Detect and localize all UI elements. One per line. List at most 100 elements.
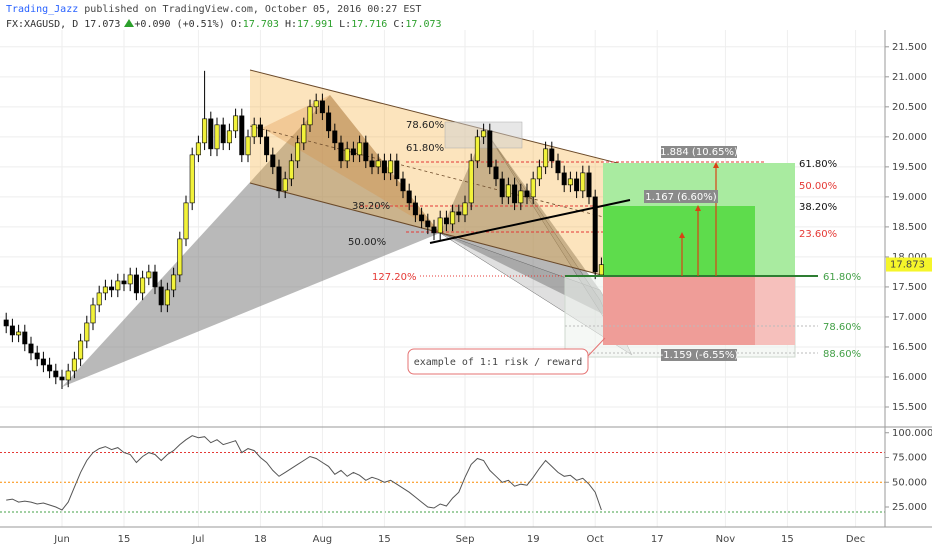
candle-body <box>288 160 294 180</box>
overlay <box>0 19 932 528</box>
candle-body <box>53 370 59 378</box>
candle-body <box>549 148 555 162</box>
candle-body <box>233 115 239 132</box>
candle-body <box>586 172 592 198</box>
header-line: FX:XAGUSD, D 17.073 +0.090 (+0.51%) O:17.… <box>6 19 442 30</box>
candle-body <box>40 358 46 366</box>
candles <box>3 70 604 511</box>
annotation: 78.60% <box>823 322 861 333</box>
candle-body <box>313 100 319 108</box>
candle-body <box>493 166 499 180</box>
annotation: 127.20% <box>372 272 417 283</box>
ohlc-value: 17.703 <box>243 19 279 30</box>
x-tick-label: 19 <box>527 534 540 545</box>
annotation: 1.167 (6.60%) <box>645 192 716 203</box>
y-tick-label: 17.000 <box>892 312 927 323</box>
candle-body <box>195 142 201 156</box>
candle-body <box>499 178 505 198</box>
candle-body <box>512 184 518 204</box>
y-tick-label: 16.500 <box>892 342 927 353</box>
candle-body <box>177 238 183 276</box>
x-tick-label: 15 <box>781 534 794 545</box>
callout-box <box>407 348 589 375</box>
annotation: 78.60% <box>406 120 444 131</box>
annotation: 23.60% <box>799 229 837 240</box>
candle-body <box>481 130 487 138</box>
candle-body <box>381 160 387 174</box>
arrow-head <box>695 205 701 211</box>
y-tick-label: 75.000 <box>892 453 927 464</box>
candle-body <box>388 160 394 174</box>
candle-body <box>78 340 84 360</box>
trend-line <box>429 199 631 244</box>
candle-body <box>109 286 115 291</box>
candle-body <box>524 190 530 198</box>
x-tick-label: Nov <box>716 534 736 545</box>
ohlc-value: 17.716 <box>351 19 387 30</box>
y-tick-label: 16.000 <box>892 372 927 383</box>
candle-body <box>28 343 34 354</box>
pattern-triangle <box>62 95 440 387</box>
annotation: 61.80% <box>823 272 861 283</box>
candle-body <box>127 274 133 285</box>
price-marker-label: 17.873 <box>890 260 925 271</box>
candle-body <box>257 124 263 138</box>
candle-body <box>326 112 332 132</box>
candle-body <box>146 271 152 279</box>
candle-body <box>462 202 468 216</box>
annotation: -1.159 (-6.55%) <box>660 350 739 361</box>
candle-body <box>319 100 325 114</box>
annotation: 50.00% <box>348 237 386 248</box>
arrow-head <box>679 232 685 238</box>
x-tick-label: 18 <box>254 534 267 545</box>
candle-body <box>65 370 71 381</box>
candle-body <box>536 166 542 180</box>
channel-mid <box>249 125 717 247</box>
candle-body <box>592 196 598 273</box>
drawings <box>62 69 818 387</box>
candle-body <box>47 364 53 372</box>
x-tick-label: 15 <box>118 534 131 545</box>
profit-zone-inner <box>603 206 755 276</box>
annotation: 88.60% <box>823 349 861 360</box>
candle-body <box>96 292 102 306</box>
y-tick-label: 19.000 <box>892 192 927 203</box>
candle-body <box>140 277 146 294</box>
candle-body <box>301 124 307 144</box>
candle-body <box>264 136 270 156</box>
y-tick-label: 15.500 <box>892 402 927 413</box>
candle-body <box>580 172 586 192</box>
x-tick-label: Jun <box>53 534 70 545</box>
y-tick-label: 18.500 <box>892 222 927 233</box>
candle-body <box>214 124 220 150</box>
candle-body <box>189 154 195 204</box>
candle-body <box>220 124 226 144</box>
rsi-line <box>6 435 602 511</box>
candle-body <box>152 271 158 288</box>
candle-body <box>121 280 127 285</box>
candle-body <box>357 142 363 156</box>
candle-body <box>350 148 356 156</box>
last-price: 17.073 <box>84 19 120 30</box>
ohlc-value: 17.991 <box>297 19 333 30</box>
candle-body <box>158 286 164 306</box>
candle-body <box>171 274 177 291</box>
candle-body <box>3 319 9 327</box>
candle-body <box>450 211 456 225</box>
label-box <box>644 190 718 203</box>
annotation: 38.20% <box>799 202 837 213</box>
candle-body <box>468 160 474 204</box>
candle-body <box>456 211 462 216</box>
candle-body <box>406 190 412 204</box>
x-tick-label: Jul <box>191 534 204 545</box>
candle-body <box>282 178 288 192</box>
label-box <box>661 146 737 158</box>
candle-body <box>474 136 480 162</box>
annotation: 61.80% <box>799 159 837 170</box>
candle-body <box>505 184 511 198</box>
candle-body <box>307 106 313 126</box>
candle-body <box>16 331 22 336</box>
annotation: 61.80% <box>406 143 444 154</box>
candle-body <box>59 376 65 381</box>
